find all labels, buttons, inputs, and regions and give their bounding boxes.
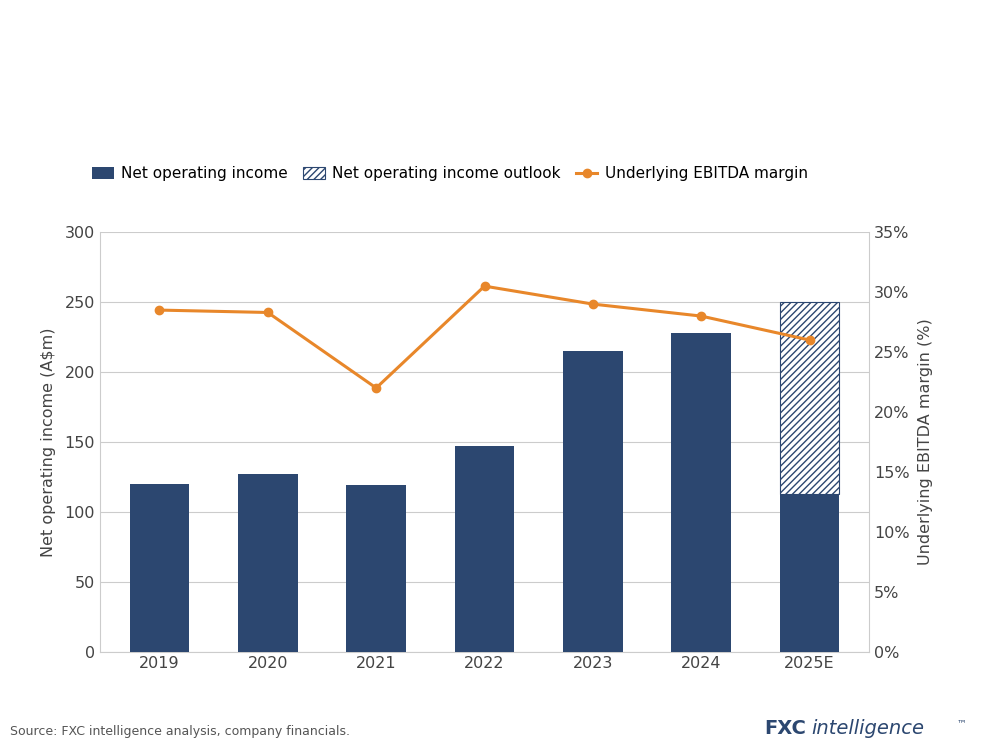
Bar: [780, 494, 839, 652]
Y-axis label: Net operating income (A$m): Net operating income (A$m): [41, 327, 56, 557]
Bar: [347, 485, 406, 652]
Bar: [671, 333, 731, 652]
Bar: [130, 484, 189, 652]
Bar: [238, 474, 298, 652]
Bar: [455, 446, 514, 652]
Text: OFX’s outlook remains unchanged for financial 2025: OFX’s outlook remains unchanged for fina…: [18, 32, 881, 60]
Bar: [780, 302, 839, 494]
Text: Source: FXC intelligence analysis, company financials.: Source: FXC intelligence analysis, compa…: [10, 725, 350, 738]
Bar: [563, 351, 622, 652]
Text: intelligence: intelligence: [811, 719, 924, 738]
Legend: Net operating income, Net operating income outlook, Underlying EBITDA margin: Net operating income, Net operating inco…: [92, 166, 808, 181]
Text: Net operating income and underlying EBITDA margin, 2019-2024 and 2025E: Net operating income and underlying EBIT…: [18, 114, 737, 133]
Text: ™: ™: [957, 718, 967, 728]
Text: FXC: FXC: [764, 719, 806, 738]
Y-axis label: Underlying EBITDA margin (%): Underlying EBITDA margin (%): [918, 318, 933, 565]
